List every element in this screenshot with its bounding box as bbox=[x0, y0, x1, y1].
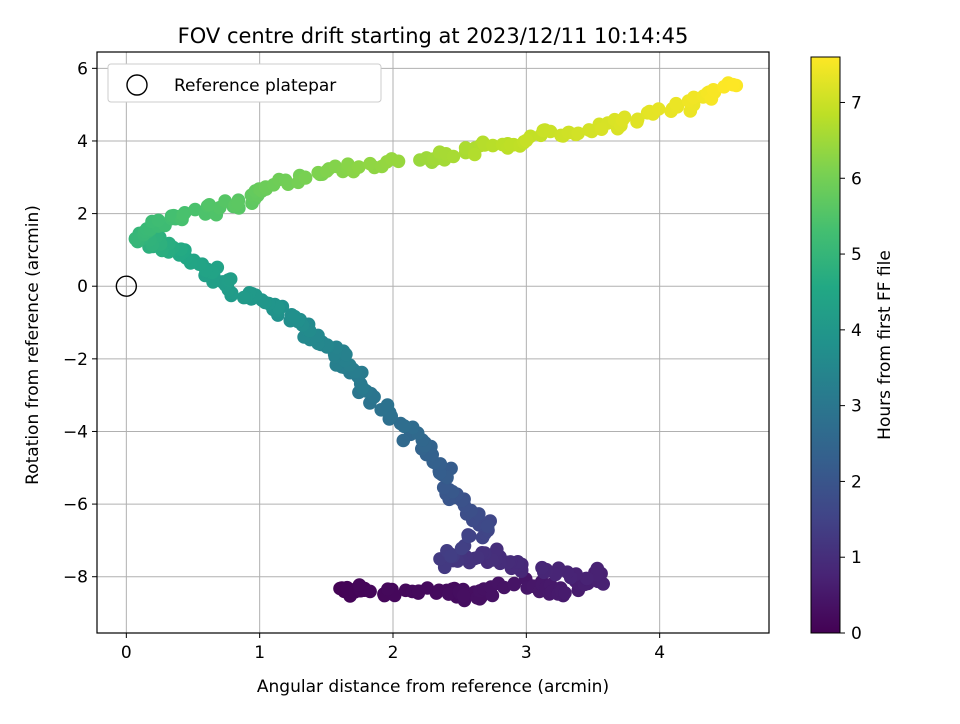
data-point bbox=[446, 149, 461, 164]
colorbar-tick-label: 3 bbox=[851, 397, 862, 417]
y-axis-label: Rotation from reference (arcmin) bbox=[23, 205, 43, 485]
colorbar-gradient bbox=[810, 56, 841, 634]
legend: Reference platepar bbox=[107, 63, 382, 103]
data-point bbox=[706, 83, 721, 97]
data-point bbox=[615, 113, 630, 127]
data-point bbox=[558, 586, 572, 600]
data-point bbox=[686, 90, 701, 105]
data-point bbox=[231, 196, 245, 210]
reference-platepar-marker bbox=[115, 275, 138, 297]
x-tick-label: 0 bbox=[121, 643, 132, 663]
y-tick-label: −6 bbox=[63, 495, 88, 515]
data-point bbox=[594, 122, 609, 136]
data-point bbox=[287, 309, 302, 324]
data-point bbox=[151, 213, 166, 228]
legend-marker-icon bbox=[126, 74, 148, 96]
data-point bbox=[223, 272, 238, 286]
data-point bbox=[355, 381, 370, 395]
data-point bbox=[381, 582, 395, 596]
x-tick-label: 4 bbox=[654, 643, 665, 663]
data-point bbox=[467, 147, 482, 162]
scatter-points bbox=[128, 76, 744, 608]
data-point bbox=[490, 542, 504, 557]
data-point bbox=[454, 541, 469, 556]
legend-box bbox=[107, 63, 382, 103]
data-point bbox=[363, 584, 377, 599]
grid-lines bbox=[97, 52, 769, 633]
data-point bbox=[396, 433, 411, 448]
colorbar-tick-label: 0 bbox=[851, 624, 862, 644]
data-point bbox=[237, 290, 251, 305]
y-tick-label: −4 bbox=[63, 422, 88, 442]
plot-frame bbox=[96, 51, 770, 634]
colorbar-ticks: 0 1 2 3 4 5 6 7 bbox=[840, 93, 862, 644]
y-axis-ticks: −8 −6 −4 −2 0 2 4 6 bbox=[63, 59, 97, 588]
data-point bbox=[507, 576, 522, 591]
data-point bbox=[519, 133, 534, 148]
data-point bbox=[188, 202, 202, 217]
x-axis-ticks: 0 1 2 3 4 bbox=[121, 633, 665, 663]
data-point bbox=[630, 115, 644, 129]
colorbar-tick-label: 1 bbox=[851, 548, 862, 568]
x-axis-label: Angular distance from reference (arcmin) bbox=[257, 677, 609, 697]
y-tick-label: −8 bbox=[63, 568, 88, 588]
data-point bbox=[669, 96, 683, 111]
reference-marker-layer bbox=[115, 275, 138, 297]
data-point bbox=[461, 529, 476, 544]
data-point bbox=[391, 154, 406, 169]
colorbar-tick-label: 7 bbox=[851, 93, 862, 113]
data-point bbox=[202, 198, 217, 212]
data-point bbox=[590, 561, 605, 576]
colorbar-tick-label: 2 bbox=[851, 472, 862, 492]
data-point bbox=[363, 156, 377, 171]
y-tick-label: 4 bbox=[77, 132, 88, 152]
data-point bbox=[726, 77, 740, 92]
data-point bbox=[352, 578, 367, 592]
data-point bbox=[281, 177, 295, 191]
data-point bbox=[339, 347, 353, 362]
y-tick-label: 2 bbox=[77, 205, 88, 225]
colorbar-tick-label: 5 bbox=[851, 245, 862, 265]
colorbar-tick-label: 4 bbox=[851, 321, 862, 341]
colorbar-label: Hours from first FF file bbox=[875, 250, 895, 440]
chart-title: FOV centre drift starting at 2023/12/11 … bbox=[178, 24, 689, 48]
data-point bbox=[543, 124, 558, 139]
data-point bbox=[298, 171, 313, 185]
data-point bbox=[535, 560, 549, 575]
x-tick-label: 3 bbox=[521, 643, 532, 663]
x-tick-label: 1 bbox=[254, 643, 265, 663]
x-tick-label: 2 bbox=[388, 643, 399, 663]
data-point bbox=[571, 126, 585, 141]
data-point bbox=[380, 398, 395, 412]
legend-entry-reference: Reference platepar bbox=[174, 76, 336, 96]
data-point bbox=[651, 102, 666, 116]
data-point bbox=[352, 160, 366, 174]
data-point bbox=[580, 571, 594, 586]
y-tick-label: 0 bbox=[77, 277, 88, 297]
data-point bbox=[444, 549, 458, 563]
colorbar: 0 1 2 3 4 5 6 7 Hours from first FF file bbox=[810, 56, 895, 644]
colorbar-tick-label: 6 bbox=[851, 169, 862, 189]
data-point bbox=[397, 419, 411, 433]
y-tick-label: 6 bbox=[77, 59, 88, 79]
data-point bbox=[480, 519, 495, 533]
data-point bbox=[456, 588, 471, 603]
data-point bbox=[176, 207, 190, 222]
data-point bbox=[441, 587, 456, 601]
y-tick-label: −2 bbox=[63, 350, 88, 370]
